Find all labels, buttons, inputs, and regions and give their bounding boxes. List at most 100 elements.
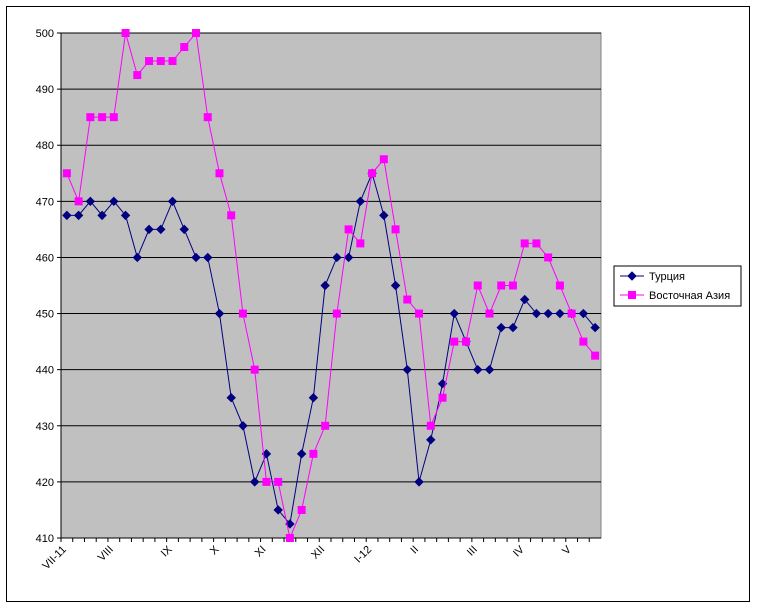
data-point [332,309,341,318]
data-point [168,57,177,66]
data-point [285,534,294,542]
y-tick-label: 410 [36,533,54,545]
data-point [555,308,565,319]
data-point [145,57,154,66]
y-tick-label: 480 [36,140,54,152]
y-tick-label: 460 [36,252,54,264]
data-point [355,196,366,207]
data-point [274,477,283,486]
plot-area [60,32,602,539]
data-point [308,393,319,403]
data-point [543,308,553,319]
data-point [85,196,96,207]
data-point [379,210,389,221]
data-point [403,295,412,304]
series-line [66,171,596,526]
data-point [167,196,178,207]
data-point [508,322,518,333]
data-point [203,252,213,263]
y-tick-label: 500 [36,28,54,40]
data-point [508,281,517,290]
data-point [203,113,212,122]
data-point [591,351,600,360]
data-point [497,281,506,290]
y-tick-label: 450 [36,309,54,321]
data-point [496,322,506,333]
data-point [437,378,448,389]
data-point [215,169,224,178]
legend-label: Турция [649,271,685,283]
data-point [415,309,424,318]
data-point [484,364,495,375]
data-point [120,210,131,221]
legend-label: Восточная Азия [649,290,730,302]
data-point [343,252,354,263]
data-point [109,113,118,122]
data-point [297,505,306,514]
legend-marker [627,271,637,281]
data-point [356,239,365,248]
data-point [368,169,377,178]
data-point [473,281,482,290]
data-point [238,309,247,318]
y-tick-label: 440 [36,365,54,377]
legend-marker [628,291,636,299]
data-point [62,210,72,221]
y-tick-label: 420 [36,477,54,489]
data-point [426,421,435,430]
data-point [402,364,413,375]
data-point [450,337,459,346]
data-point [309,449,318,458]
data-point [438,393,447,402]
data-point [179,224,189,235]
data-point [473,364,483,375]
data-point [426,435,436,445]
data-point [156,57,165,66]
data-point [462,337,470,346]
data-point [578,308,589,319]
data-point [156,224,166,235]
y-tick-label: 470 [36,196,54,208]
data-point [544,253,553,262]
data-point [449,308,459,319]
data-point [590,322,600,333]
data-point [391,225,400,234]
data-point [567,309,576,318]
y-tick-label: 430 [36,421,54,433]
data-point [62,169,71,178]
data-point [273,505,283,515]
data-point [519,294,530,305]
data-point [121,29,130,37]
data-point [485,309,494,318]
data-point [214,308,225,319]
data-point [226,393,236,403]
data-point [262,477,271,486]
data-point [555,281,564,290]
data-point [320,280,330,291]
data-point [379,155,388,164]
data-point [344,225,353,234]
data-point [97,210,107,221]
data-point [531,308,542,319]
data-point [532,239,541,248]
y-tick-label: 490 [36,84,54,96]
data-point [98,113,107,122]
data-point [296,449,307,459]
data-point [144,224,154,235]
data-point [250,365,259,374]
data-point [414,477,424,487]
data-point [73,210,84,221]
legend-box [613,265,742,307]
data-point [133,71,142,80]
data-point [192,29,200,37]
data-point [191,252,201,263]
series-line [66,31,596,540]
data-point [321,421,330,430]
data-point [180,43,189,52]
data-point [132,252,143,263]
data-point [390,280,401,291]
data-point [249,477,260,487]
data-point [238,421,248,431]
data-point [74,197,83,206]
